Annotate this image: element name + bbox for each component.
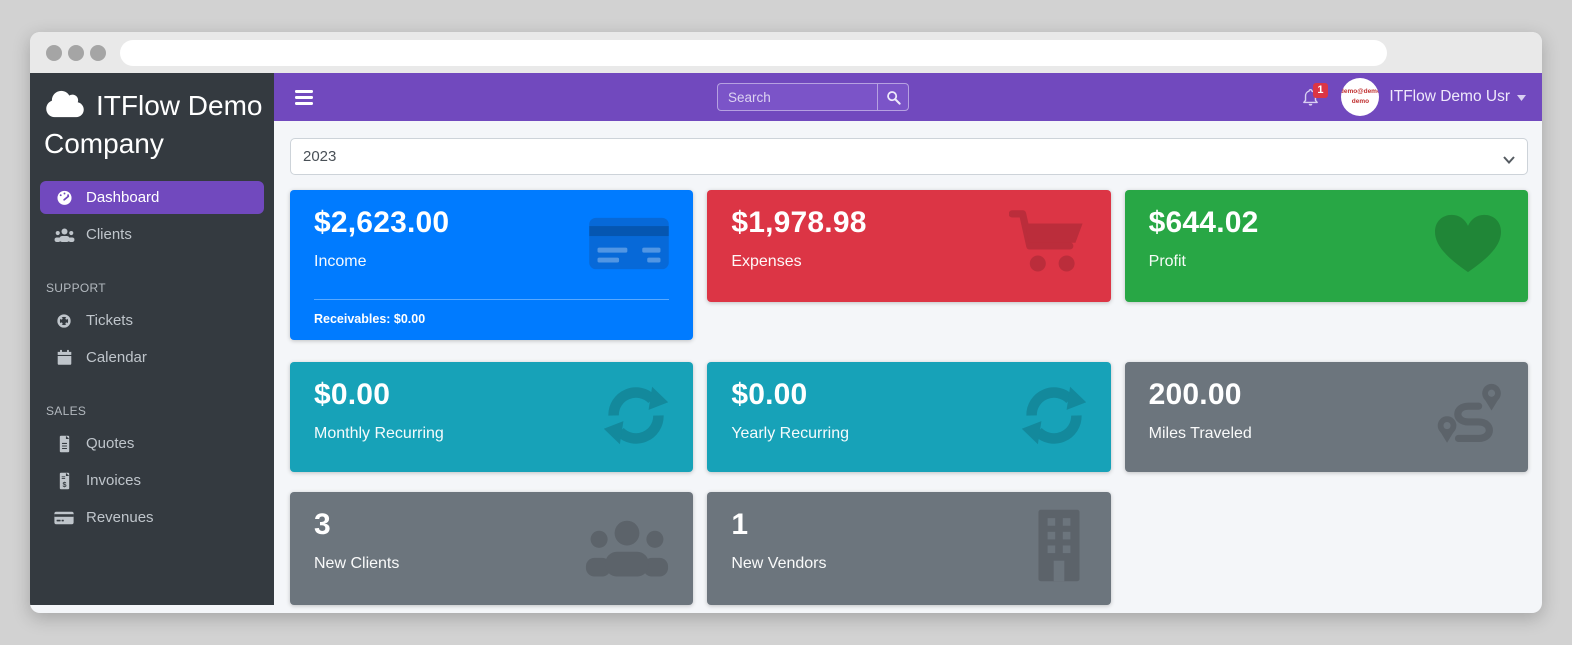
sidebar-section-sales: SALES (46, 404, 87, 418)
profit-card: $644.02 Profit (1124, 190, 1528, 302)
users-icon (53, 227, 75, 242)
stat-card-row-1: $2,623.00 Income Receivables: $0.00 $1,9… (290, 190, 1528, 340)
user-name: ITFlow Demo Usr (1389, 88, 1510, 105)
address-bar[interactable] (120, 39, 1387, 66)
route-icon (1434, 383, 1506, 454)
window-control-dot[interactable] (46, 44, 62, 61)
year-select[interactable]: 2023 (290, 138, 1528, 175)
miles-traveled-card: 200.00 Miles Traveled (1124, 362, 1528, 472)
notifications-button[interactable]: 1 (1302, 82, 1328, 107)
income-card: $2,623.00 Income Receivables: $0.00 (290, 190, 694, 340)
sidebar-item-label: Invoices (86, 472, 142, 489)
sidebar: ITFlow Demo Company Dashboard Clients SU… (30, 73, 274, 605)
file-invoice-dollar-icon: $ (53, 472, 75, 490)
sidebar-item-label: Calendar (86, 349, 147, 366)
card-label: Miles Traveled (1148, 425, 1252, 442)
card-label: Monthly Recurring (314, 425, 444, 442)
card-label: New Vendors (731, 555, 827, 572)
card-label: Yearly Recurring (731, 425, 850, 442)
window-controls (46, 44, 106, 61)
sidebar-item-label: Dashboard (86, 189, 160, 206)
notification-badge: 1 (1313, 82, 1328, 98)
heart-icon (1430, 211, 1506, 282)
yearly-recurring-card: $0.00 Yearly Recurring (707, 362, 1111, 472)
file-icon (53, 435, 75, 453)
avatar-text: demo@demo demo (1341, 88, 1380, 105)
user-menu[interactable]: ITFlow Demo Usr (1389, 88, 1526, 106)
users-icon (583, 515, 671, 582)
sidebar-nav: Dashboard Clients SUPPORT Tickets (30, 181, 274, 534)
tachometer-icon (53, 188, 75, 207)
stat-card-row-3: 3 New Clients 1 New Vendors (290, 492, 1528, 605)
expenses-card: $1,978.98 Expenses (707, 190, 1111, 302)
monthly-recurring-card: $0.00 Monthly Recurring (290, 362, 694, 472)
browser-window: ITFlow Demo Company Dashboard Clients SU… (30, 32, 1542, 613)
card-label: New Clients (314, 555, 400, 572)
sidebar-item-label: Tickets (86, 312, 133, 329)
sidebar-item-calendar[interactable]: Calendar (40, 341, 264, 374)
card-label: Expenses (731, 253, 802, 270)
card-value: 3 (314, 508, 331, 541)
top-navbar: 1 demo@demo demo ITFlow Demo Usr (274, 73, 1542, 121)
search-group (717, 83, 909, 111)
shopping-cart-icon (1008, 208, 1089, 285)
sidebar-item-label: Quotes (86, 435, 135, 452)
sidebar-item-tickets[interactable]: Tickets (40, 304, 264, 337)
browser-chrome (30, 32, 1542, 73)
window-control-dot[interactable] (90, 44, 106, 61)
credit-card-icon (587, 215, 671, 278)
card-value: $1,978.98 (731, 206, 867, 239)
sidebar-item-label: Clients (86, 226, 132, 243)
sidebar-item-dashboard[interactable]: Dashboard (40, 181, 264, 214)
new-vendors-card: 1 New Vendors (707, 492, 1111, 605)
search-input[interactable] (717, 83, 877, 111)
brand-label: ITFlow Demo Company (44, 90, 263, 159)
caret-down-icon (1517, 88, 1526, 106)
navbar-right-cluster: 1 demo@demo demo ITFlow Demo Usr (1302, 73, 1526, 121)
card-value: 200.00 (1148, 378, 1242, 411)
new-clients-card: 3 New Clients (290, 492, 694, 605)
card-divider (314, 299, 670, 300)
window-control-dot[interactable] (68, 44, 84, 61)
app-root: ITFlow Demo Company Dashboard Clients SU… (30, 73, 1542, 613)
card-value: $2,623.00 (314, 206, 450, 239)
building-icon (1029, 508, 1089, 589)
sidebar-item-invoices[interactable]: $ Invoices (40, 464, 264, 497)
brand-link[interactable]: ITFlow Demo Company (30, 73, 274, 169)
sync-icon (601, 381, 671, 456)
sidebar-item-label: Revenues (86, 509, 154, 526)
main-content: 2023 $2,623.00 Income Receivables: $0.00 (274, 121, 1542, 613)
card-value: 1 (731, 508, 749, 541)
sidebar-item-revenues[interactable]: Revenues (40, 501, 264, 534)
search-icon (886, 90, 901, 105)
sidebar-item-quotes[interactable]: Quotes (40, 427, 264, 460)
card-label: Profit (1148, 253, 1186, 270)
card-value: $0.00 (314, 378, 391, 411)
cloud-icon (46, 90, 84, 118)
card-value: $644.02 (1148, 206, 1259, 239)
hamburger-menu-icon[interactable] (295, 89, 313, 105)
avatar[interactable]: demo@demo demo (1341, 78, 1380, 116)
svg-text:$: $ (62, 479, 66, 488)
year-filter: 2023 (290, 138, 1528, 175)
calendar-icon (53, 349, 75, 367)
sync-icon (1019, 381, 1089, 456)
sidebar-section-support: SUPPORT (46, 281, 106, 295)
card-footer: Receivables: $0.00 (314, 312, 426, 326)
stat-card-row-2: $0.00 Monthly Recurring $0.00 Yearly Rec… (290, 362, 1528, 472)
bell-icon (1303, 88, 1319, 106)
card-value: $0.00 (731, 378, 808, 411)
life-ring-icon (53, 312, 75, 330)
sidebar-item-clients[interactable]: Clients (40, 218, 264, 251)
search-button[interactable] (877, 83, 909, 111)
card-label: Income (314, 253, 367, 270)
credit-card-icon (53, 511, 75, 525)
